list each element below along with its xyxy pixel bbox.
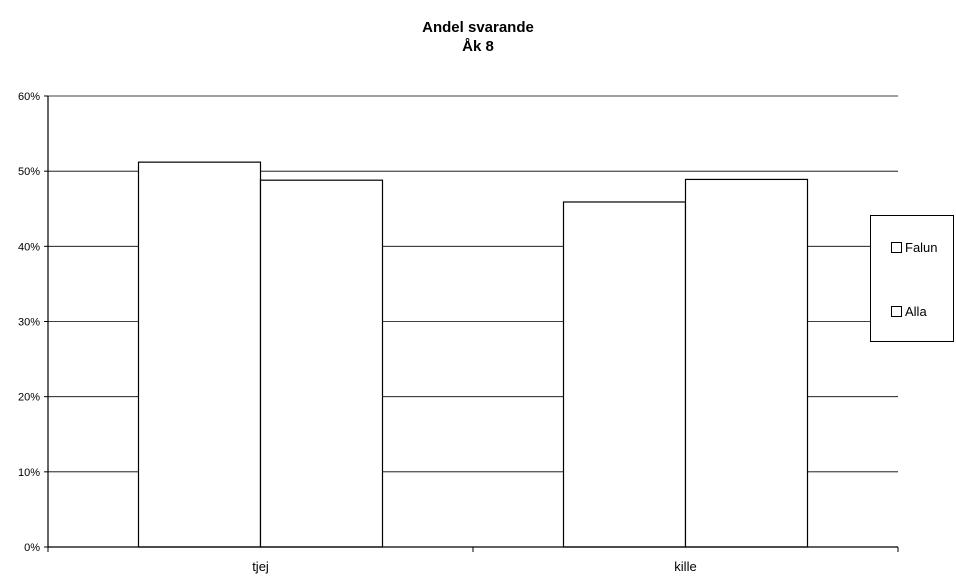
legend: Falun Alla: [870, 215, 954, 342]
bars: [137, 161, 809, 548]
bar-kille-alla: [684, 178, 809, 548]
chart-title: Andel svarande: [422, 19, 534, 36]
legend-label-alla: Alla: [905, 304, 927, 319]
legend-label-falun: Falun: [905, 240, 938, 255]
legend-swatch-alla: [891, 306, 902, 317]
bar-tjej-falun: [137, 161, 262, 548]
y-tick-label-60: 60%: [18, 91, 40, 103]
legend-swatch-falun: [891, 242, 902, 253]
y-axis-ticks: 0% 10% 20% 30% 40% 50% 60%: [18, 91, 48, 554]
chart-title-block: Andel svarande Åk 8: [0, 18, 956, 56]
chart-subtitle: Åk 8: [462, 38, 494, 55]
y-tick-label-40: 40%: [18, 241, 40, 253]
legend-item-alla: Alla: [891, 304, 927, 319]
y-tick-label-50: 50%: [18, 166, 40, 178]
legend-item-falun: Falun: [891, 240, 938, 255]
bar-tjej-alla: [259, 179, 384, 548]
y-tick-label-20: 20%: [18, 392, 40, 404]
x-label-tjej: tjej: [252, 559, 269, 574]
bar-kille-falun: [562, 201, 687, 548]
y-tick-label-10: 10%: [18, 467, 40, 479]
x-axis-labels: tjej kille: [252, 559, 697, 574]
y-tick-label-0: 0%: [24, 542, 40, 554]
x-label-kille: kille: [674, 559, 696, 574]
y-tick-label-30: 30%: [18, 317, 40, 329]
